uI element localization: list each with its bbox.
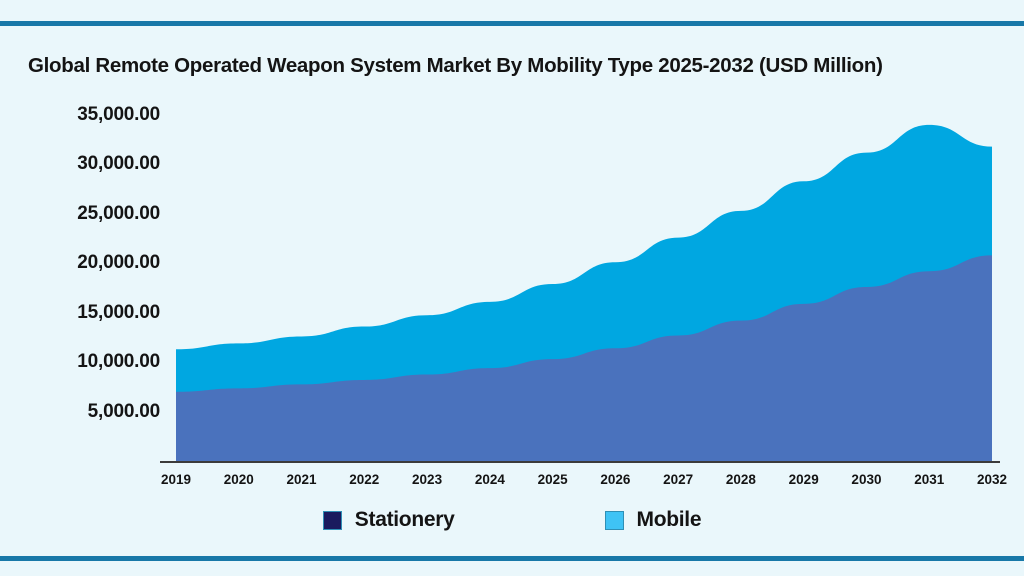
y-axis-tick-label: 20,000.00 — [77, 252, 160, 274]
x-axis-tick-label: 2028 — [725, 472, 756, 487]
plot-area — [176, 100, 992, 470]
legend-label: Mobile — [636, 508, 702, 531]
y-axis-tick-label: 10,000.00 — [77, 351, 160, 373]
x-axis-tick-label: 2029 — [788, 472, 819, 487]
x-axis-line — [160, 461, 1000, 463]
bottom-divider-rule — [0, 556, 1024, 561]
top-divider-rule — [0, 21, 1024, 26]
x-axis-tick-label: 2020 — [223, 472, 254, 487]
area-series-stationery — [176, 255, 992, 461]
legend-swatch-icon — [322, 510, 342, 530]
x-axis-tick-label: 2023 — [412, 472, 443, 487]
x-axis: 2019 2020 2021 2022 2023 2024 2025 2026 2027 2028… — [161, 472, 1007, 494]
y-axis-tick-label: 35,000.00 — [77, 104, 160, 125]
y-axis: 35,000.00 30,000.00 25,000.00 20,000.00 15,0… — [0, 100, 160, 470]
x-axis-tick-label: 2032 — [976, 472, 1008, 487]
legend-item-stationery[interactable]: Stationery — [322, 508, 455, 532]
chart-legend: Stationery Mobile — [0, 508, 1024, 532]
plot-wrapper: 35,000.00 30,000.00 25,000.00 20,000.00 15,0… — [0, 100, 1024, 470]
y-axis-tick-label: 25,000.00 — [77, 202, 160, 224]
x-axis-tick-label: 2026 — [600, 472, 631, 487]
x-axis-tick-label: 2022 — [349, 472, 380, 487]
y-axis-tick-label: 15,000.00 — [77, 301, 160, 323]
x-axis-tick-label: 2024 — [474, 472, 505, 487]
x-axis-tick-label: 2019 — [160, 472, 192, 487]
chart-title: Global Remote Operated Weapon System Mar… — [28, 54, 883, 77]
legend-swatch-icon — [604, 510, 624, 530]
x-axis-tick-label: 2025 — [537, 472, 568, 487]
legend-item-mobile[interactable]: Mobile — [604, 508, 702, 532]
x-axis-tick-label: 2031 — [914, 472, 945, 487]
y-axis-tick-label: 5,000.00 — [87, 400, 161, 422]
x-axis-tick-label: 2021 — [286, 472, 317, 487]
legend-label: Stationery — [354, 508, 455, 531]
x-axis-tick-label: 2030 — [851, 472, 882, 487]
x-axis-tick-label: 2027 — [663, 472, 694, 487]
y-axis-tick-label: 30,000.00 — [77, 153, 160, 175]
area-chart-svg — [176, 124, 992, 461]
